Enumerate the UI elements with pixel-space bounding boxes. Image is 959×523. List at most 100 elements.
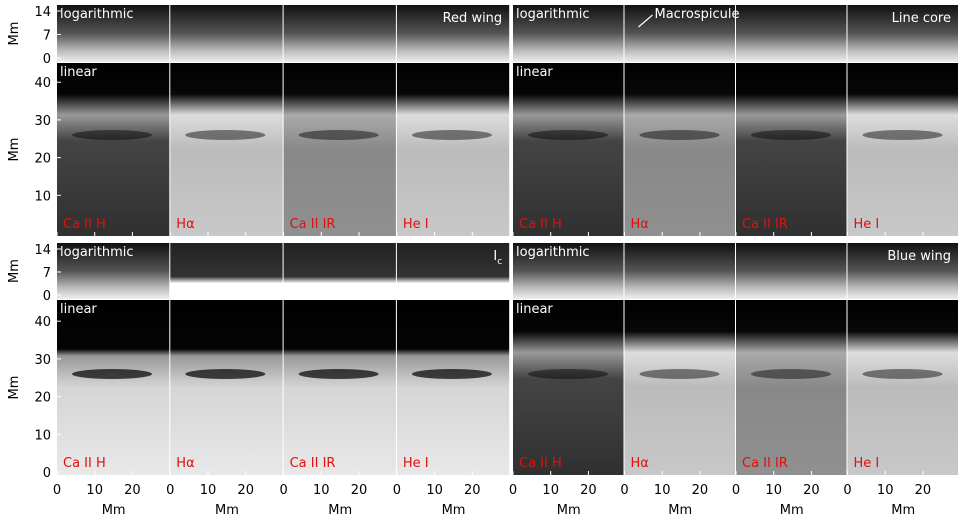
x-axis-label: Mm — [780, 503, 804, 518]
linear-panel — [170, 300, 282, 475]
sunspot — [863, 369, 943, 379]
sunspot — [528, 369, 608, 379]
x-tick-label: 0 — [509, 483, 517, 498]
line-label: Hα — [631, 217, 649, 232]
log-panel — [170, 5, 282, 62]
annotation: Macrospicule — [655, 7, 740, 22]
x-tick-label: 20 — [351, 483, 368, 498]
log-panel — [284, 243, 396, 299]
linear-panel — [170, 63, 282, 236]
y-tick-label: 0 — [43, 466, 51, 481]
sunspot — [528, 130, 608, 140]
sunspot — [185, 369, 265, 379]
x-tick-label: 20 — [803, 483, 820, 498]
linear-panel — [397, 300, 509, 475]
x-tick-label: 10 — [765, 483, 782, 498]
x-tick-label: 20 — [464, 483, 481, 498]
sunspot — [185, 130, 265, 140]
line-label: Ca II H — [63, 217, 106, 232]
linear-panel — [625, 300, 736, 475]
sunspot — [72, 369, 152, 379]
x-tick-label: 10 — [542, 483, 559, 498]
y-axis-label: Mm — [7, 22, 22, 46]
y-tick-label: 14 — [34, 243, 51, 258]
x-tick-label: 20 — [580, 483, 597, 498]
y-tick-label: 7 — [43, 29, 51, 44]
y-tick-label: 30 — [34, 114, 51, 129]
x-tick-label: 20 — [915, 483, 932, 498]
y-tick-label: 40 — [34, 315, 51, 330]
panel-title-text: Line core — [892, 11, 951, 26]
panel-title-text: Blue wing — [887, 249, 951, 264]
x-axis-label: Mm — [668, 503, 692, 518]
line-label: Ca II H — [519, 217, 562, 232]
y-tick-label: 10 — [34, 189, 51, 204]
x-axis-label: Mm — [557, 503, 581, 518]
x-tick-label: 10 — [200, 483, 217, 498]
linear-panel — [513, 300, 624, 475]
sunspot — [863, 130, 943, 140]
line-label: Hα — [176, 456, 194, 471]
sunspot — [751, 130, 831, 140]
linear-panel — [848, 63, 959, 236]
x-tick-label: 20 — [692, 483, 709, 498]
log-panel — [736, 243, 847, 299]
sunspot — [640, 369, 720, 379]
y-tick-label: 30 — [34, 353, 51, 368]
sunspot — [640, 130, 720, 140]
y-tick-label: 14 — [34, 5, 51, 20]
line-label: Ca II H — [63, 456, 106, 471]
scale-label: logarithmic — [60, 245, 134, 260]
log-panel — [284, 5, 396, 62]
x-tick-label: 10 — [426, 483, 443, 498]
line-label: Ca II IR — [742, 456, 788, 471]
panel-title-text: Red wing — [443, 11, 503, 26]
line-label: Ca II IR — [742, 217, 788, 232]
linear-panel — [625, 63, 736, 236]
x-tick-label: 0 — [843, 483, 851, 498]
linear-panel — [736, 300, 847, 475]
sunspot — [299, 369, 379, 379]
y-tick-label: 0 — [43, 289, 51, 304]
figure: Ca II H Hα Ca II IR He I logarithmic linear Re… — [0, 0, 959, 519]
x-axis-label: Mm — [102, 503, 126, 518]
sunspot — [299, 130, 379, 140]
log-panel — [625, 243, 736, 299]
scale-label: linear — [60, 65, 97, 80]
sunspot — [72, 130, 152, 140]
y-axis-label: Mm — [7, 259, 22, 283]
x-tick-label: 10 — [313, 483, 330, 498]
line-label: He I — [854, 456, 880, 471]
y-axis-label: Mm — [7, 138, 22, 162]
log-panel — [736, 5, 847, 62]
linear-panel — [513, 63, 624, 236]
x-tick-label: 10 — [654, 483, 671, 498]
linear-panel — [57, 300, 169, 475]
y-tick-label: 20 — [34, 391, 51, 406]
x-tick-label: 0 — [53, 483, 61, 498]
x-axis-label: Mm — [215, 503, 239, 518]
line-label: He I — [403, 217, 429, 232]
line-label: Ca II IR — [290, 217, 336, 232]
log-panel — [397, 243, 509, 299]
x-axis-label: Mm — [442, 503, 466, 518]
linear-panel — [57, 63, 169, 236]
sunspot — [412, 130, 492, 140]
x-axis-label: Mm — [328, 503, 352, 518]
x-tick-label: 10 — [877, 483, 894, 498]
scale-label: linear — [516, 302, 553, 317]
line-label: Hα — [631, 456, 649, 471]
line-label: He I — [854, 217, 880, 232]
x-axis-label: Mm — [891, 503, 915, 518]
log-panel — [170, 243, 282, 299]
line-label: Ca II H — [519, 456, 562, 471]
y-tick-label: 0 — [43, 52, 51, 67]
line-label: Ca II IR — [290, 456, 336, 471]
sunspot — [751, 369, 831, 379]
linear-panel — [736, 63, 847, 236]
panel-title: Line core — [892, 11, 951, 26]
x-tick-label: 0 — [393, 483, 401, 498]
line-label: Hα — [176, 217, 194, 232]
x-tick-label: 20 — [237, 483, 254, 498]
y-axis-label: Mm — [7, 376, 22, 400]
